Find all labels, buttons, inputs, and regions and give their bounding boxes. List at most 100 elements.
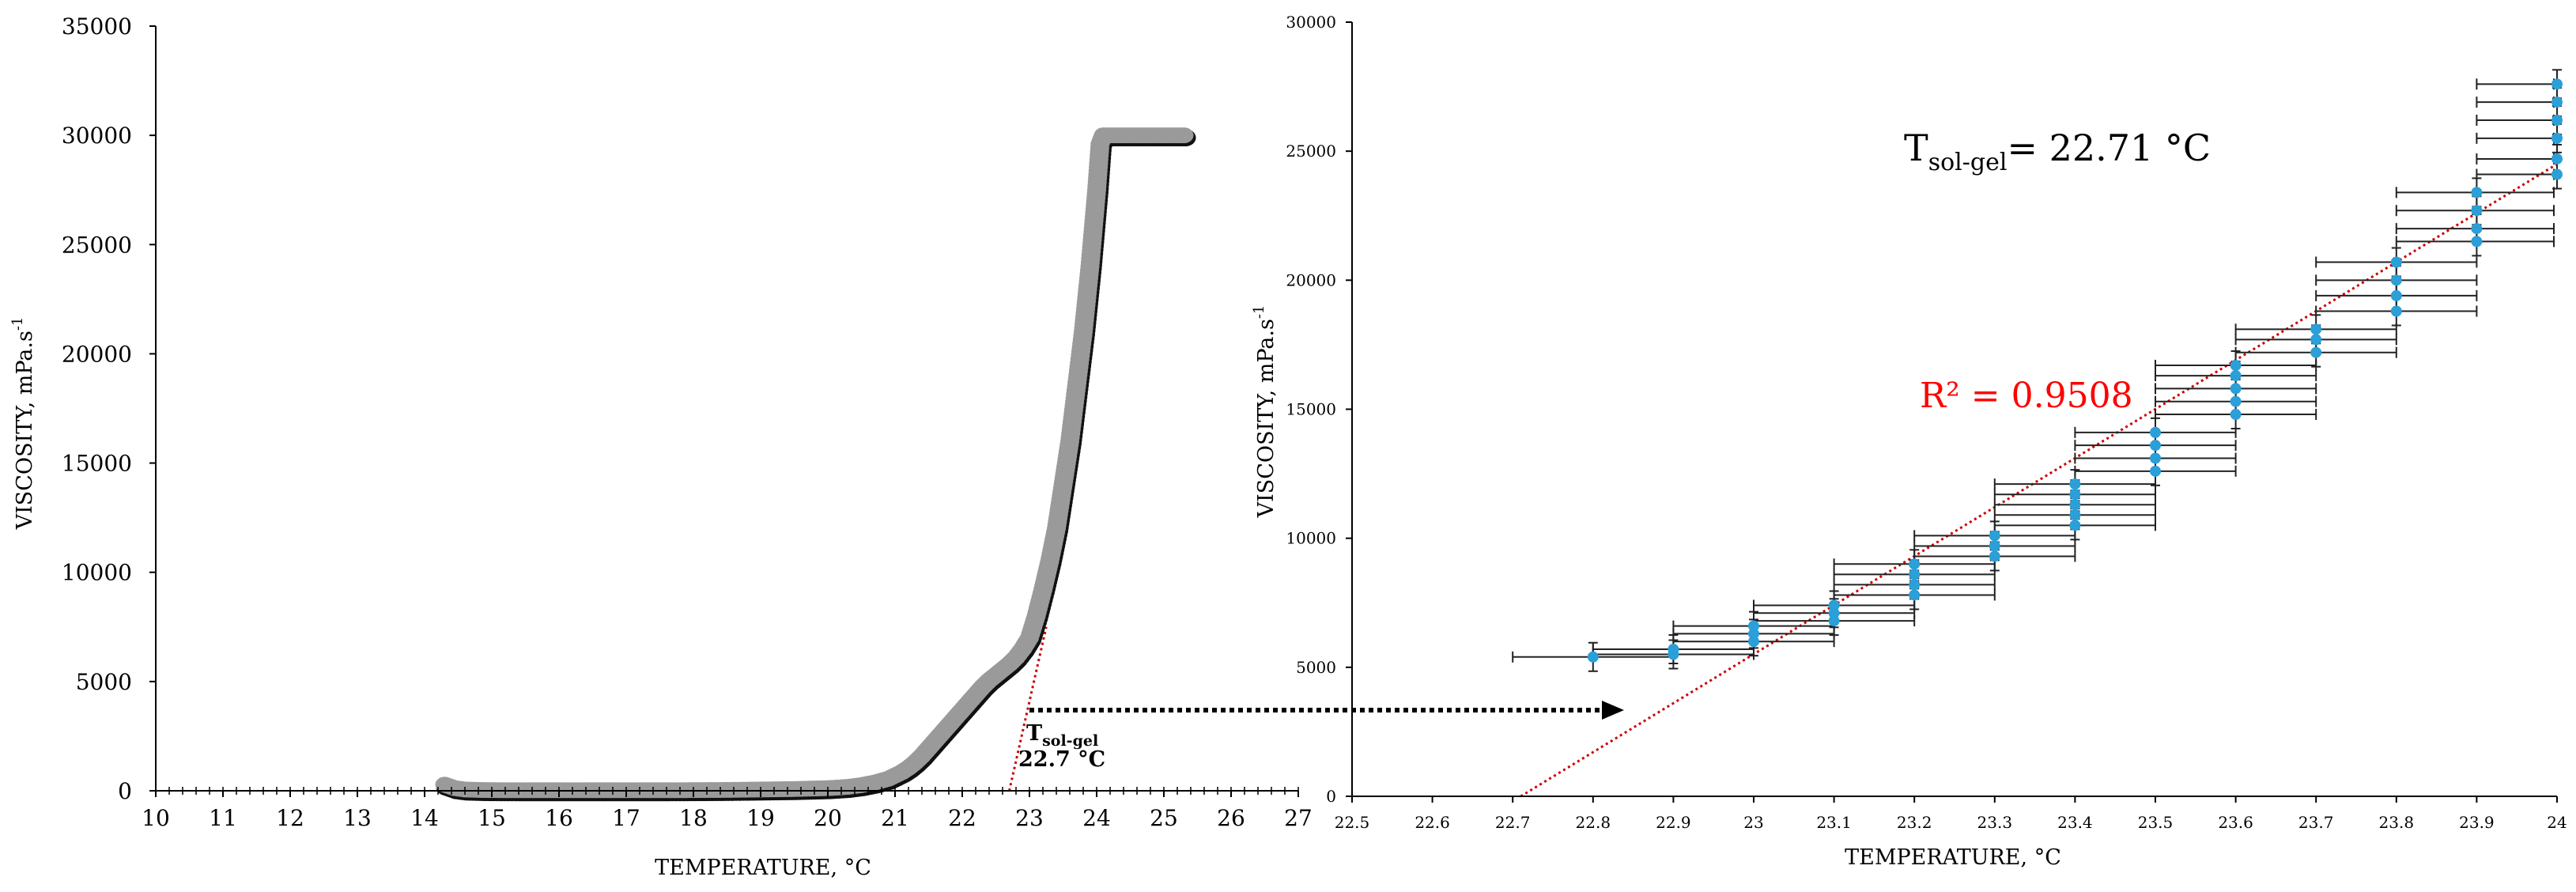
- zoom-arrow: [1029, 701, 1624, 720]
- chart-left-x-tick-label: 23: [1015, 805, 1044, 831]
- chart-right-point: [2150, 440, 2161, 452]
- tsolgel-annotation-value: 22.7 °C: [1018, 747, 1105, 772]
- chart-right-x-tick-label: 23.7: [2298, 813, 2334, 832]
- chart-left-y-tick-label: 25000: [62, 232, 132, 258]
- chart-right-x-tick-label: 23.1: [1816, 813, 1852, 832]
- chart-left-x-tick-label: 11: [209, 805, 237, 831]
- chart-right-x-tick-label: 22.9: [1656, 813, 1691, 832]
- chart-right-point: [2150, 426, 2161, 438]
- chart-right-point: [1587, 651, 1599, 663]
- chart-right-point: [1748, 636, 1759, 648]
- chart-left-y-tick-label: 30000: [62, 123, 132, 149]
- chart-left-x-tick-label: 25: [1150, 805, 1178, 831]
- chart-right-point: [1909, 579, 1921, 591]
- tsolgel-annotation-label: Tsol-gel: [1026, 721, 1098, 750]
- chart-left-y-tick-label: 10000: [62, 560, 132, 586]
- chart-left-x-tick-label: 10: [142, 805, 170, 831]
- chart-right-point: [2551, 78, 2563, 90]
- chart-left-y-tick-label: 5000: [76, 669, 132, 695]
- chart-right-y-tick-label: 15000: [1286, 400, 1336, 419]
- chart-left-point: [1174, 127, 1194, 144]
- chart-left-marker-shadow-group: [436, 129, 1196, 802]
- chart-left-trendline: [1008, 626, 1048, 792]
- chart-right-point: [2551, 132, 2563, 144]
- chart-right-y-tick-label: 10000: [1286, 529, 1336, 548]
- chart-right-xlabel: TEMPERATURE, °C: [1845, 845, 2061, 870]
- chart-right-point: [2390, 305, 2402, 317]
- chart-left-x-tick-label: 21: [881, 805, 909, 831]
- chart-left-xlabel: TEMPERATURE, °C: [655, 856, 871, 880]
- chart-right-y-tick-label: 20000: [1286, 270, 1336, 289]
- chart-left-x-tick-label: 20: [814, 805, 842, 831]
- chart-right-point: [1748, 628, 1759, 640]
- chart-right-point: [2471, 223, 2483, 235]
- chart-right-y-tick-label: 0: [1326, 787, 1336, 806]
- chart-right-point: [2471, 187, 2483, 198]
- chart-left-x-tick-label: 27: [1284, 805, 1313, 831]
- chart-left-y-tick-label: 35000: [62, 13, 132, 40]
- chart-right-point: [2390, 274, 2402, 286]
- chart-left-x-tick-label: 24: [1082, 805, 1111, 831]
- chart-right-point: [1828, 607, 1840, 619]
- chart-right-x-tick-label: 23.9: [2459, 813, 2495, 832]
- chart-right-point: [1989, 550, 2000, 562]
- r-squared-label: R² = 0.9508: [1920, 376, 2133, 416]
- chart-right-x-tick-label: 23: [1743, 813, 1763, 832]
- chart-left-x-tick-label: 26: [1217, 805, 1245, 831]
- chart-right-point: [2310, 334, 2322, 346]
- chart-right-point: [2069, 509, 2081, 521]
- chart-right-x-tick-label: 23.5: [2138, 813, 2174, 832]
- chart-right-x-tick-label: 23.6: [2218, 813, 2253, 832]
- chart-right-point: [1748, 620, 1759, 632]
- chart-left-y-tick-label: 0: [118, 778, 132, 804]
- chart-right-x-tick-label: 22.6: [1415, 813, 1450, 832]
- chart-left-y-tick-label: 20000: [62, 341, 132, 367]
- chart-right-point: [2551, 96, 2563, 108]
- chart-left-ylabel: VISCOSITY, mPa.s-1: [9, 317, 37, 531]
- chart-right-point: [2069, 489, 2081, 501]
- chart-right-ylabel: VISCOSITY, mPa.s-1: [1251, 305, 1279, 519]
- chart-right-x-tick-label: 22.7: [1495, 813, 1531, 832]
- chart-right-point: [2471, 236, 2483, 248]
- chart-left-y-tick-label: 15000: [62, 451, 132, 477]
- chart-right-point: [2471, 205, 2483, 217]
- tsolgel-result-label: Tsol-gel= 22.71 °C: [1904, 127, 2211, 176]
- chart-right-x-tick-label: 24: [2547, 813, 2567, 832]
- chart-left-x-tick-label: 14: [410, 805, 439, 831]
- chart-right-point: [1828, 615, 1840, 627]
- chart-left-x-tick-label: 15: [478, 805, 506, 831]
- chart-right-point: [2310, 323, 2322, 335]
- zoom-arrow-head: [1602, 701, 1624, 720]
- chart-left-x-tick-label: 12: [276, 805, 304, 831]
- chart-right-x-tick-label: 23.8: [2379, 813, 2415, 832]
- chart-right-point: [2069, 478, 2081, 490]
- chart-right-point: [2230, 409, 2242, 421]
- chart-right-point: [2551, 153, 2563, 164]
- chart-left-x-tick-label: 18: [679, 805, 708, 831]
- chart-right-trendline: [1520, 163, 2558, 798]
- chart-right-point: [2390, 256, 2402, 268]
- chart-left-x-tick-label: 13: [343, 805, 372, 831]
- chart-right-point: [2310, 346, 2322, 358]
- chart-left-x-tick-label: 17: [612, 805, 640, 831]
- chart-right-point: [2150, 465, 2161, 477]
- chart-left-x-tick-label: 19: [746, 805, 775, 831]
- chart-right: 22.5 22.6 22.7 22.8 22.9 23 23.1 23.2 23.3 23.4 23…: [1251, 13, 2567, 870]
- chart-right-point: [1989, 530, 2000, 542]
- chart-left-x-tick-label: 16: [545, 805, 573, 831]
- chart-right-point: [1909, 569, 1921, 580]
- chart-right-point: [1668, 643, 1679, 655]
- chart-left-x-tick-label: 22: [948, 805, 976, 831]
- chart-right-point: [2551, 168, 2563, 180]
- chart-left: 10 11 12 13 14 15 16 17 18 19 20 21 22 23 24 25 26 27 0 500…: [9, 13, 1313, 880]
- chart-right-y-tick-label: 30000: [1286, 13, 1336, 32]
- chart-right-point: [1989, 540, 2000, 552]
- chart-right-point: [2230, 370, 2242, 382]
- chart-right-point: [2069, 520, 2081, 531]
- chart-right-y-tick-label: 5000: [1296, 658, 1336, 677]
- chart-right-x-tick-label: 22.8: [1576, 813, 1611, 832]
- chart-right-x-tick-label: 23.3: [1977, 813, 2013, 832]
- chart-right-y-tick-label: 25000: [1286, 142, 1336, 161]
- chart-right-point: [2551, 115, 2563, 127]
